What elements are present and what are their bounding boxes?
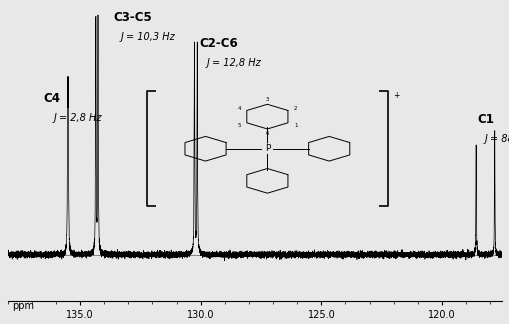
Text: C3-C5: C3-C5	[114, 11, 152, 24]
Text: C2-C6: C2-C6	[199, 37, 238, 50]
Text: 1: 1	[293, 123, 297, 128]
Text: J = 2,8 Hz: J = 2,8 Hz	[53, 113, 102, 122]
Text: J = 10,3 Hz: J = 10,3 Hz	[121, 32, 176, 42]
Text: P: P	[264, 144, 270, 153]
Text: 6: 6	[265, 131, 269, 136]
Text: ppm: ppm	[13, 301, 35, 311]
Text: +: +	[393, 91, 399, 100]
Text: J = 12,8 Hz: J = 12,8 Hz	[206, 58, 261, 68]
Text: C1: C1	[476, 113, 493, 126]
Text: 2: 2	[293, 106, 297, 110]
Text: J = 88,9 Hz: J = 88,9 Hz	[484, 134, 509, 144]
Text: 5: 5	[237, 123, 240, 128]
Text: C4: C4	[44, 92, 61, 105]
Text: 4: 4	[237, 106, 240, 110]
Text: 3: 3	[265, 97, 269, 102]
